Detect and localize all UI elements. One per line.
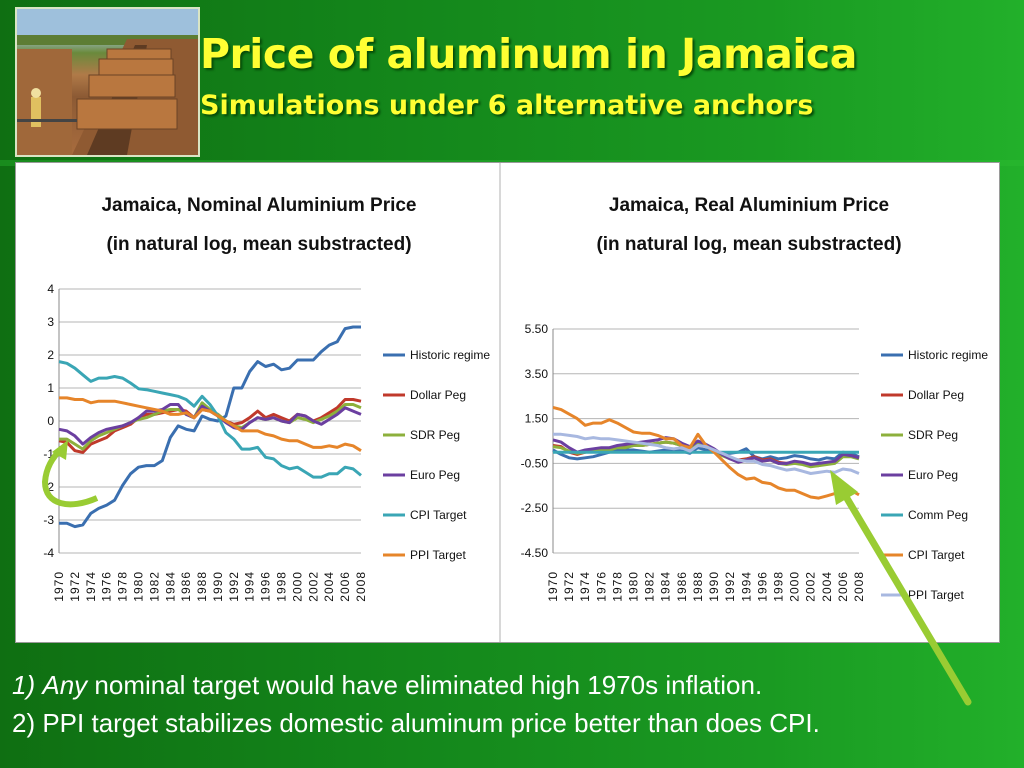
note-2: 2) PPI target stabilizes domestic alumin… [12, 708, 820, 738]
x-tick-label: 2004 [322, 571, 336, 602]
x-tick-label: 1980 [627, 571, 641, 602]
x-tick-label: 1970 [52, 571, 66, 602]
legend-label: Comm Peg [908, 508, 968, 522]
curved-arrow-head [52, 440, 68, 460]
legend-label: CPI Target [908, 548, 965, 562]
x-tick-label: 1982 [147, 571, 161, 602]
y-tick-label: -2 [43, 480, 54, 494]
x-tick-label: 1970 [546, 571, 560, 602]
legend-label: Dollar Peg [410, 388, 466, 402]
x-tick-label: 1994 [243, 571, 257, 602]
real-price-chart: Jamaica, Real Aluminium Price (in natura… [521, 195, 989, 602]
x-tick-label: 1984 [659, 571, 673, 602]
legend-label: PPI Target [410, 548, 466, 562]
note-1: 1) Any nominal target would have elimina… [12, 670, 762, 701]
y-tick-label: -3 [43, 513, 54, 527]
slide-subtitle: Simulations under 6 alternative anchors [200, 90, 814, 121]
series-line-cpi-target [58, 360, 362, 479]
x-tick-label: 1980 [131, 571, 145, 602]
x-tick-label: 2002 [306, 571, 320, 602]
x-tick-label: 1992 [723, 571, 737, 602]
series-line-historic-regime [59, 325, 361, 529]
legend-label: Euro Peg [908, 468, 958, 482]
y-tick-label: 3.50 [525, 367, 549, 381]
y-tick-label: 3 [47, 315, 54, 329]
y-tick-label: 5.50 [525, 322, 549, 336]
x-tick-label: 1978 [610, 571, 624, 602]
x-tick-label: 1996 [259, 571, 273, 602]
y-tick-label: -2.50 [521, 501, 549, 515]
slide-title: Price of aluminum in Jamaica [200, 30, 857, 78]
x-tick-label: 2000 [788, 571, 802, 602]
x-tick-label: 2004 [820, 571, 834, 602]
legend-label: SDR Peg [908, 428, 958, 442]
y-tick-label: -4.50 [521, 546, 549, 560]
x-tick-label: 1972 [68, 571, 82, 602]
x-tick-label: 1996 [755, 571, 769, 602]
y-tick-label: 1 [47, 381, 54, 395]
x-tick-label: 1982 [643, 571, 657, 602]
x-tick-label: 1976 [100, 571, 114, 602]
note-1-number: 1) [12, 670, 36, 700]
straight-arrow-head [830, 470, 858, 505]
x-tick-label: 1994 [739, 571, 753, 602]
x-tick-label: 1976 [594, 571, 608, 602]
curved-arrow [41, 445, 99, 508]
note-1-emphasis: Any [42, 670, 88, 700]
x-tick-label: 1974 [578, 571, 592, 602]
x-tick-label: 2000 [290, 571, 304, 602]
legend-label: CPI Target [410, 508, 467, 522]
chart-title-line1: Jamaica, Real Aluminium Price [609, 195, 889, 216]
legend-label: Historic regime [410, 348, 490, 362]
x-tick-label: 2008 [354, 571, 368, 602]
y-tick-label: 1.50 [525, 412, 549, 426]
y-tick-label: 4 [47, 282, 54, 296]
series-line-ppi-target [59, 396, 362, 452]
y-tick-label: -0.50 [521, 456, 549, 470]
x-tick-label: 1998 [275, 571, 289, 602]
y-tick-label: -1 [43, 447, 54, 461]
nominal-price-chart: Jamaica, Nominal Aluminium Price (in nat… [43, 195, 490, 602]
note-1-text: nominal target would have eliminated hig… [94, 670, 763, 700]
legend-label: Euro Peg [410, 468, 460, 482]
x-tick-label: 1972 [562, 571, 576, 602]
x-tick-label: 1978 [116, 571, 130, 602]
x-tick-label: 2006 [338, 571, 352, 602]
straight-arrow [838, 486, 972, 706]
x-tick-label: 1986 [675, 571, 689, 602]
y-tick-label: -4 [43, 546, 54, 560]
chart-title-line2: (in natural log, mean substracted) [596, 234, 901, 255]
chart-title-line2: (in natural log, mean substracted) [106, 234, 411, 255]
x-tick-label: 2008 [852, 571, 866, 602]
series-line-ppi-target [553, 432, 860, 475]
legend-label: SDR Peg [410, 428, 460, 442]
x-tick-label: 1984 [163, 571, 177, 602]
legend-label: Dollar Peg [908, 388, 964, 402]
y-tick-label: 0 [47, 414, 54, 428]
x-tick-label: 1974 [84, 571, 98, 602]
charts-panel: Jamaica, Nominal Aluminium Price (in nat… [15, 162, 1000, 643]
x-tick-label: 1986 [179, 571, 193, 602]
x-tick-label: 1998 [771, 571, 785, 602]
x-tick-label: 1988 [195, 571, 209, 602]
x-tick-label: 1990 [211, 571, 225, 602]
y-tick-label: 2 [47, 348, 54, 362]
legend-label: Historic regime [908, 348, 988, 362]
x-tick-label: 2006 [836, 571, 850, 602]
bauxite-railcar-photo [15, 7, 200, 157]
x-tick-label: 1990 [707, 571, 721, 602]
x-tick-label: 1992 [227, 571, 241, 602]
chart-title-line1: Jamaica, Nominal Aluminium Price [101, 195, 416, 216]
x-tick-label: 2002 [804, 571, 818, 602]
legend-label: PPI Target [908, 588, 964, 602]
charts-svg: Jamaica, Nominal Aluminium Price (in nat… [43, 163, 989, 642]
x-tick-label: 1988 [691, 571, 705, 602]
